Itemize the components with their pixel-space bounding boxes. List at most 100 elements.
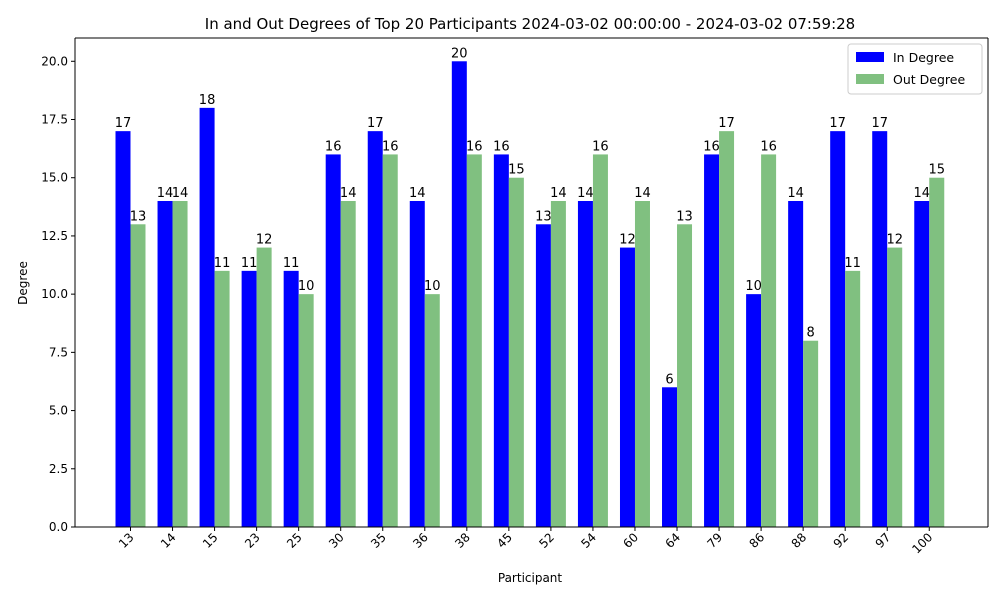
out-degree-bar-54 bbox=[592, 154, 608, 527]
x-tick-label-92: 92 bbox=[831, 530, 852, 551]
out-degree-bar-92 bbox=[845, 270, 861, 527]
out-degree-label-15: 11 bbox=[214, 256, 231, 271]
out-degree-label-30: 14 bbox=[340, 186, 357, 201]
in-degree-label-79: 16 bbox=[703, 139, 720, 154]
x-tick-label-38: 38 bbox=[452, 530, 473, 551]
in-degree-bar-36 bbox=[409, 201, 425, 527]
x-tick-label-45: 45 bbox=[494, 530, 515, 551]
in-degree-label-92: 17 bbox=[829, 116, 846, 131]
in-degree-bar-79 bbox=[704, 154, 720, 527]
in-degree-label-100: 14 bbox=[913, 186, 930, 201]
in-degree-label-52: 13 bbox=[535, 209, 552, 224]
x-tick-label-88: 88 bbox=[789, 530, 810, 551]
out-degree-bar-86 bbox=[761, 154, 777, 527]
out-degree-bar-15 bbox=[214, 270, 230, 527]
in-degree-bar-13 bbox=[115, 131, 131, 527]
in-degree-bar-23 bbox=[241, 270, 257, 527]
out-degree-label-35: 16 bbox=[382, 139, 399, 154]
out-degree-label-38: 16 bbox=[466, 139, 483, 154]
out-degree-label-45: 15 bbox=[508, 163, 525, 178]
out-degree-bar-88 bbox=[803, 340, 819, 527]
x-tick-label-86: 86 bbox=[747, 530, 768, 551]
in-degree-bar-64 bbox=[662, 387, 678, 527]
y-axis-label: Degree bbox=[16, 261, 30, 305]
in-degree-label-64: 6 bbox=[665, 372, 673, 387]
x-tick-label-97: 97 bbox=[873, 530, 894, 551]
x-tick-label-79: 79 bbox=[704, 530, 725, 551]
y-tick-label: 10.0 bbox=[41, 287, 68, 301]
out-degree-bar-23 bbox=[256, 247, 272, 528]
in-degree-label-38: 20 bbox=[451, 46, 468, 61]
y-tick-label: 7.5 bbox=[49, 345, 68, 359]
out-degree-label-100: 15 bbox=[928, 163, 945, 178]
in-degree-bar-100 bbox=[914, 201, 930, 527]
in-degree-label-60: 12 bbox=[619, 233, 636, 248]
out-degree-bar-79 bbox=[719, 131, 735, 527]
x-tick-label-100: 100 bbox=[909, 530, 935, 556]
in-degree-label-86: 10 bbox=[745, 279, 762, 294]
out-degree-label-92: 11 bbox=[844, 256, 861, 271]
in-degree-bar-54 bbox=[577, 201, 593, 527]
legend-entry-0: In Degree bbox=[893, 50, 954, 65]
out-degree-label-79: 17 bbox=[718, 116, 735, 131]
out-degree-bar-60 bbox=[634, 201, 650, 527]
out-degree-label-54: 16 bbox=[592, 139, 609, 154]
out-degree-label-97: 12 bbox=[886, 233, 903, 248]
x-tick-label-25: 25 bbox=[284, 530, 305, 551]
in-degree-bar-60 bbox=[619, 247, 635, 528]
out-degree-bar-52 bbox=[550, 201, 566, 527]
x-tick-label-13: 13 bbox=[116, 530, 137, 551]
x-tick-label-60: 60 bbox=[620, 530, 641, 551]
in-degree-label-15: 18 bbox=[199, 93, 216, 108]
in-degree-bar-35 bbox=[367, 131, 383, 527]
out-degree-label-64: 13 bbox=[676, 209, 693, 224]
x-tick-label-54: 54 bbox=[578, 530, 599, 551]
chart-title: In and Out Degrees of Top 20 Participant… bbox=[205, 15, 855, 33]
out-degree-bar-13 bbox=[130, 224, 146, 528]
in-degree-bar-15 bbox=[199, 107, 215, 527]
y-tick-label: 17.5 bbox=[41, 113, 68, 127]
out-degree-bar-97 bbox=[887, 247, 903, 528]
in-degree-label-54: 14 bbox=[577, 186, 594, 201]
out-degree-bar-64 bbox=[677, 224, 693, 528]
in-degree-bar-14 bbox=[157, 201, 173, 527]
legend-swatch-0 bbox=[856, 52, 884, 62]
out-degree-bar-45 bbox=[508, 177, 524, 527]
in-degree-bar-25 bbox=[283, 270, 299, 527]
out-degree-label-88: 8 bbox=[806, 326, 814, 341]
out-degree-label-36: 10 bbox=[424, 279, 441, 294]
out-degree-label-60: 14 bbox=[634, 186, 651, 201]
x-tick-label-35: 35 bbox=[368, 530, 389, 551]
out-degree-bar-100 bbox=[929, 177, 945, 527]
y-tick-label: 12.5 bbox=[41, 229, 68, 243]
in-degree-label-30: 16 bbox=[325, 139, 342, 154]
y-tick-label: 20.0 bbox=[41, 54, 68, 68]
x-tick-label-14: 14 bbox=[158, 530, 179, 551]
in-degree-label-97: 17 bbox=[871, 116, 888, 131]
x-tick-label-23: 23 bbox=[242, 530, 263, 551]
y-tick-label: 0.0 bbox=[49, 520, 68, 534]
x-axis-label: Participant bbox=[498, 571, 563, 585]
in-degree-bar-97 bbox=[872, 131, 888, 527]
in-degree-label-23: 11 bbox=[241, 256, 258, 271]
out-degree-bar-38 bbox=[466, 154, 482, 527]
in-degree-bar-38 bbox=[451, 61, 467, 528]
out-degree-bar-35 bbox=[382, 154, 398, 527]
out-degree-label-25: 10 bbox=[298, 279, 315, 294]
in-degree-label-25: 11 bbox=[283, 256, 300, 271]
x-tick-label-36: 36 bbox=[410, 530, 431, 551]
out-degree-bar-14 bbox=[172, 201, 188, 527]
in-degree-label-36: 14 bbox=[409, 186, 426, 201]
out-degree-bar-30 bbox=[340, 201, 356, 527]
out-degree-bar-25 bbox=[298, 294, 314, 527]
in-degree-bar-45 bbox=[493, 154, 509, 527]
out-degree-label-23: 12 bbox=[256, 233, 273, 248]
y-tick-label: 15.0 bbox=[41, 171, 68, 185]
in-degree-bar-52 bbox=[535, 224, 551, 528]
in-degree-label-35: 17 bbox=[367, 116, 384, 131]
in-degree-bar-88 bbox=[788, 201, 804, 527]
x-tick-label-64: 64 bbox=[662, 530, 683, 551]
plot-area: 17 14 18 11 11 16 17 14 20 16 13 14 12 6 16 10 14 17 17 14 1… bbox=[41, 37, 989, 556]
out-degree-label-13: 13 bbox=[130, 209, 147, 224]
